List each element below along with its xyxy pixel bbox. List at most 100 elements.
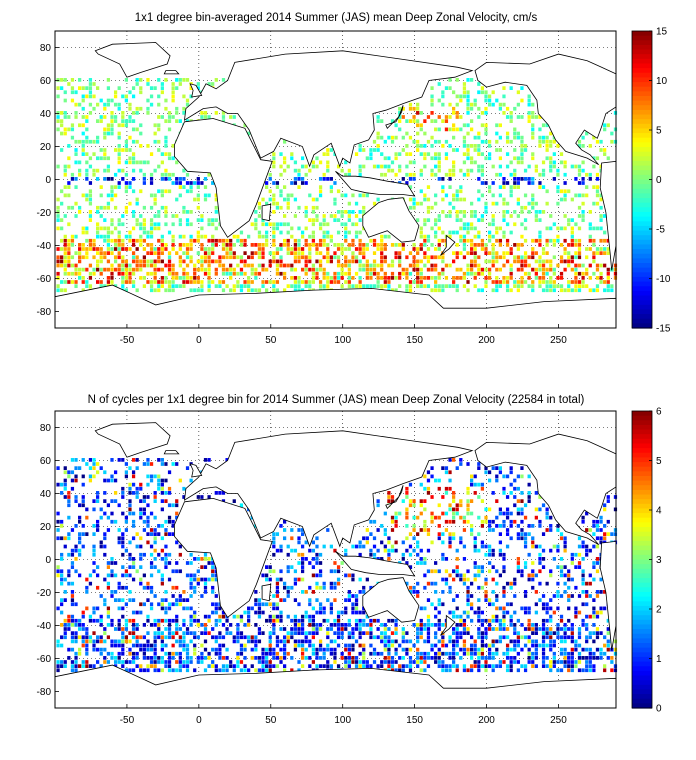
data-cell xyxy=(347,284,351,288)
data-cell xyxy=(452,507,456,512)
data-cell xyxy=(362,205,366,210)
data-cell xyxy=(182,168,186,173)
data-cell xyxy=(520,144,524,148)
data-cell xyxy=(311,614,316,619)
data-cell xyxy=(300,156,305,161)
data-cell xyxy=(182,276,186,280)
data-cell xyxy=(153,664,157,668)
data-cell xyxy=(315,205,319,210)
data-cell xyxy=(322,267,326,272)
data-cell xyxy=(329,581,333,586)
colorbar-tick-label: -10 xyxy=(656,274,671,285)
data-cell xyxy=(570,577,574,582)
data-cell xyxy=(311,197,316,202)
data-cell xyxy=(146,664,150,668)
data-cell xyxy=(484,284,488,288)
data-cell xyxy=(60,247,64,251)
data-cell xyxy=(541,627,546,631)
data-cell xyxy=(369,271,373,276)
data-cell xyxy=(563,214,567,218)
data-cell xyxy=(85,94,89,99)
data-cell xyxy=(207,577,211,582)
data-cell xyxy=(74,251,78,255)
data-cell xyxy=(372,536,377,541)
data-cell xyxy=(462,557,467,561)
data-cell xyxy=(588,276,592,280)
data-cell xyxy=(81,115,85,119)
data-cell xyxy=(135,259,139,264)
data-cell xyxy=(592,598,596,602)
data-cell xyxy=(297,238,301,243)
colorbar-segment xyxy=(632,156,652,162)
data-cell xyxy=(505,288,510,293)
data-cell xyxy=(250,656,254,660)
data-cell xyxy=(85,230,89,235)
data-cell xyxy=(480,243,485,247)
colorbar-segment xyxy=(632,188,652,195)
data-cell xyxy=(365,247,369,251)
data-cell xyxy=(85,577,89,582)
data-cell xyxy=(110,177,114,181)
data-cell xyxy=(214,205,218,210)
data-cell xyxy=(434,247,438,251)
data-cell xyxy=(344,222,348,227)
data-cell xyxy=(67,205,71,210)
data-cell xyxy=(171,594,175,598)
data-cell xyxy=(60,131,64,136)
data-cell xyxy=(189,656,193,660)
data-cell xyxy=(351,210,355,214)
data-cell xyxy=(232,115,236,119)
data-cell xyxy=(408,288,413,293)
data-cell xyxy=(250,251,254,255)
data-cell xyxy=(531,561,535,565)
data-cell xyxy=(203,197,208,202)
data-cell xyxy=(599,631,603,635)
data-cell xyxy=(570,668,574,673)
data-cell xyxy=(577,284,582,288)
data-cell xyxy=(477,569,481,574)
data-cell xyxy=(534,590,538,594)
data-cell xyxy=(380,152,384,156)
data-cell xyxy=(293,598,298,602)
data-cell xyxy=(171,284,175,288)
data-cell xyxy=(293,618,298,623)
data-cell xyxy=(308,255,312,260)
data-cell xyxy=(336,627,341,631)
data-cell xyxy=(459,127,463,132)
data-cell xyxy=(167,519,172,524)
data-cell xyxy=(419,111,423,115)
data-cell xyxy=(88,276,93,280)
data-cell xyxy=(527,552,531,557)
data-cell xyxy=(581,193,585,198)
data-cell xyxy=(196,193,200,198)
data-cell xyxy=(459,656,463,660)
data-cell xyxy=(487,276,492,280)
data-cell xyxy=(441,643,445,648)
data-cell xyxy=(189,581,193,586)
data-cell xyxy=(124,234,129,239)
data-cell xyxy=(229,267,233,272)
data-cell xyxy=(128,647,132,652)
data-cell xyxy=(358,168,362,173)
data-cell xyxy=(70,664,75,668)
data-cell xyxy=(207,631,211,635)
data-cell xyxy=(164,532,168,536)
data-cell xyxy=(149,247,154,251)
data-cell xyxy=(351,577,355,582)
data-cell xyxy=(135,267,139,272)
data-cell xyxy=(534,164,538,169)
data-cell xyxy=(286,585,290,590)
data-cell xyxy=(455,668,459,673)
data-cell xyxy=(153,647,157,652)
data-cell xyxy=(480,623,485,627)
data-cell xyxy=(113,519,118,524)
data-cell xyxy=(423,639,427,644)
data-cell xyxy=(516,618,520,623)
data-cell xyxy=(563,627,567,631)
data-cell xyxy=(243,284,247,288)
data-cell xyxy=(351,259,355,264)
data-cell xyxy=(365,267,369,272)
data-cell xyxy=(117,234,121,239)
data-cell xyxy=(448,210,452,214)
data-cell xyxy=(175,499,179,503)
